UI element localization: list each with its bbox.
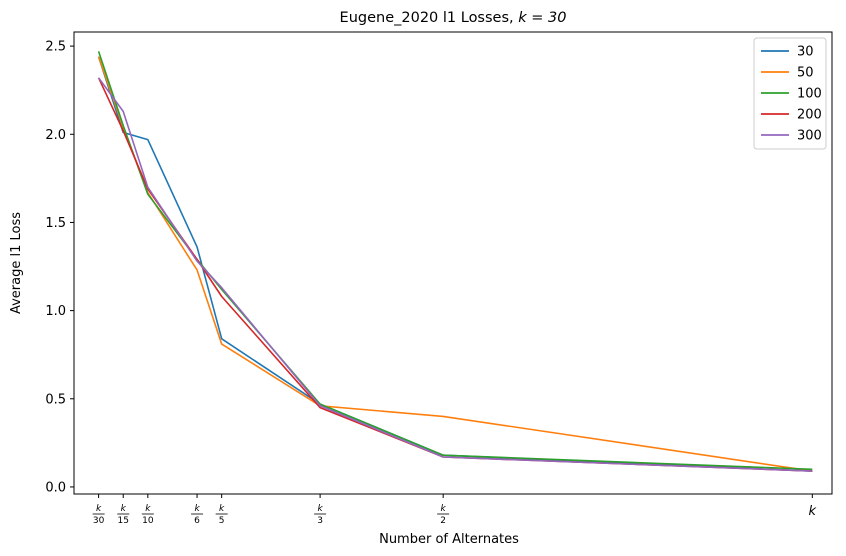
x-tick-denominator: 15 (117, 516, 128, 526)
x-tick-numerator: k (317, 504, 323, 514)
plot-area (74, 32, 832, 494)
x-tick-label: k 10 (141, 504, 154, 526)
y-axis: 0.0 0.5 1.0 1.5 2.0 2.5 (45, 40, 74, 495)
series-line-300 (97, 77, 813, 472)
y-tick-label: 2.5 (45, 40, 66, 55)
x-tick-numerator: k (145, 504, 151, 514)
legend-label: 300 (797, 129, 822, 144)
x-tick-numerator: k (96, 504, 102, 514)
x-tick-label: k6 (191, 504, 204, 526)
x-tick-label: k2 (437, 504, 450, 526)
x-tick-numerator: k (219, 504, 225, 514)
x-tick-denominator: 5 (219, 516, 225, 526)
plot-frame (73, 31, 833, 495)
x-tick-denominator: 2 (440, 516, 446, 526)
legend-label: 50 (797, 66, 814, 81)
y-tick-label: 0.5 (45, 392, 66, 407)
x-tick-denominator: 6 (194, 516, 200, 526)
x-tick-label: k (809, 504, 817, 519)
legend-label: 100 (797, 87, 822, 102)
legend-label: 200 (797, 108, 822, 123)
x-tick-numerator: k (121, 504, 127, 514)
y-tick-label: 2.0 (45, 128, 66, 143)
x-tick-numerator: k (441, 504, 447, 514)
x-tick-denominator: 30 (93, 516, 105, 526)
series-lines (97, 51, 813, 472)
legend: 30 50 100 200 300 (753, 37, 827, 150)
y-tick-label: 1.0 (45, 304, 66, 319)
x-tick-denominator: 10 (142, 516, 154, 526)
chart-title: Eugene_2020 l1 Losses, k = 30 (340, 10, 567, 26)
x-tick-label: k3 (314, 504, 327, 526)
y-axis-label: Average l1 Loss (9, 212, 24, 314)
x-tick-label: k 30 (92, 504, 105, 526)
x-tick-label: k5 (215, 504, 228, 526)
x-tick-label: k 15 (117, 504, 130, 526)
y-tick-label: 1.5 (45, 216, 66, 231)
legend-box (753, 37, 827, 150)
x-tick-denominator: 3 (317, 516, 323, 526)
y-tick-label: 0.0 (45, 480, 66, 495)
legend-label: 30 (797, 45, 814, 60)
x-axis-label: Number of Alternates (379, 532, 519, 547)
x-tick-numerator: k (194, 504, 200, 514)
